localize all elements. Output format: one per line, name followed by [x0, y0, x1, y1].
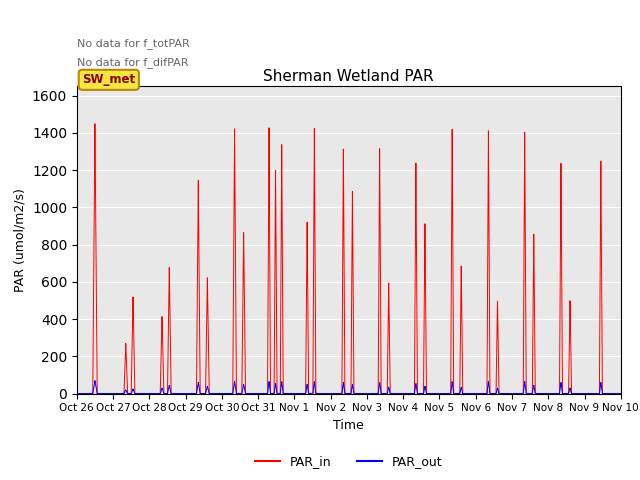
PAR_in	[609, 391, 617, 396]
Text: No data for f_totPAR: No data for f_totPAR	[77, 38, 189, 49]
Text: SW_met: SW_met	[82, 73, 136, 86]
X-axis label: Time: Time	[333, 419, 364, 432]
PAR_out	[91, 378, 99, 384]
PAR_out	[420, 388, 428, 394]
PAR_out	[317, 391, 325, 396]
Legend: PAR_in, PAR_out: PAR_in, PAR_out	[250, 450, 447, 473]
Line: PAR_in: PAR_in	[77, 124, 621, 394]
PAR_in	[317, 391, 325, 396]
PAR_in	[420, 332, 428, 338]
Y-axis label: PAR (umol/m2/s): PAR (umol/m2/s)	[13, 188, 26, 292]
PAR_in	[617, 391, 625, 396]
Title: Sherman Wetland PAR: Sherman Wetland PAR	[264, 69, 434, 84]
PAR_out	[546, 391, 554, 396]
PAR_out	[617, 391, 625, 396]
PAR_out	[561, 391, 568, 396]
PAR_in	[546, 391, 554, 396]
PAR_in	[616, 391, 623, 396]
PAR_in	[561, 391, 568, 396]
PAR_out	[73, 391, 81, 396]
Text: No data for f_difPAR: No data for f_difPAR	[77, 57, 188, 68]
PAR_out	[609, 391, 617, 396]
PAR_in	[91, 121, 99, 127]
PAR_out	[616, 391, 623, 396]
PAR_in	[73, 391, 81, 396]
Line: PAR_out: PAR_out	[77, 381, 621, 394]
